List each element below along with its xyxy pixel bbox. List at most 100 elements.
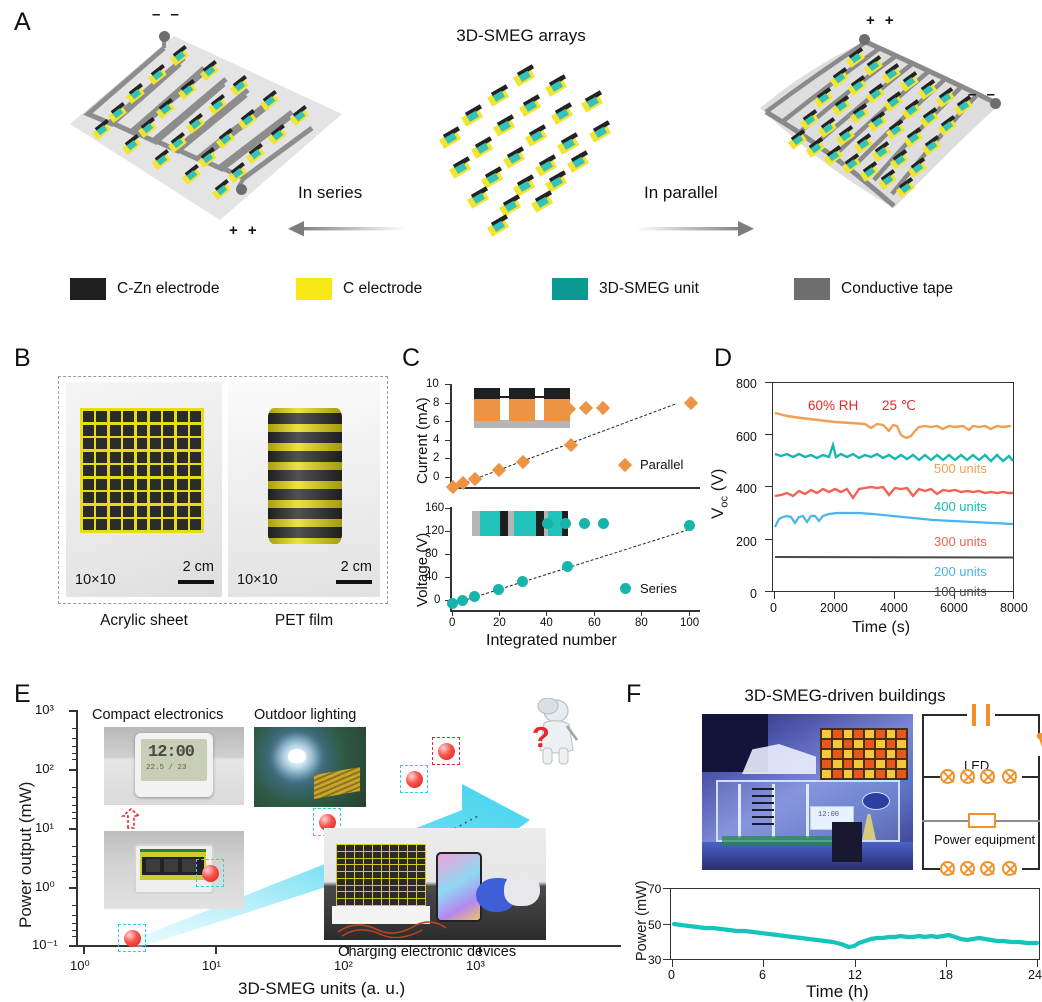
series-direction-label: In series — [298, 183, 363, 202]
current-ytick: 8 — [433, 397, 440, 409]
panel-d-xtick: 2000 — [820, 601, 848, 615]
data-point-2 — [202, 865, 219, 882]
panel-c-letter: C — [402, 344, 421, 372]
panel-d-xtick: 8000 — [1000, 601, 1028, 615]
led-bulb — [940, 769, 955, 784]
panel-e-ytick: 10³ — [35, 702, 54, 717]
circuit-diagram: LED Power equipment — [922, 704, 1042, 877]
legend-label: C-Zn electrode — [117, 280, 220, 297]
charging-devices-photo — [324, 828, 546, 940]
led-bulb — [960, 861, 975, 876]
panel-f-title: 3D-SMEG-driven buildings — [744, 686, 946, 705]
legend-item-tape: Conductive tape — [794, 278, 953, 300]
panel-d-xtick: 6000 — [940, 601, 968, 615]
voltage-xtick: 20 — [493, 617, 506, 629]
panel-e-ytick: 10⁻¹ — [32, 937, 58, 952]
voltage-y-axis — [450, 507, 452, 612]
selection-box-point-2 — [196, 859, 224, 887]
panel-e-x-axis — [76, 945, 621, 947]
series-positive-terminal — [236, 184, 247, 195]
voltage-point — [517, 576, 528, 587]
curve-label-200: 200 units — [934, 564, 987, 579]
conductive-tape-swatch — [794, 278, 830, 300]
parallel-arrow-icon — [636, 221, 754, 237]
panel-e: E 10³ 10² 10¹ 10⁰ 10⁻¹ 10⁰ 10¹ 10² 10³ 3… — [8, 676, 638, 1002]
legend-item-c: C electrode — [296, 278, 422, 300]
swap-arrow-icon — [120, 808, 142, 829]
voc-subscript: oc — [718, 496, 731, 508]
voltage-point — [542, 518, 553, 529]
panel-f-x-axis-label: Time (h) — [806, 982, 869, 1001]
selection-box-point-1 — [118, 924, 146, 952]
pet-scale-label: 2 cm — [340, 559, 372, 575]
panel-a: A 3D-SMEG arrays — [0, 0, 1042, 270]
panel-d-plot-frame — [772, 382, 1014, 592]
panel-f: F 3D-SMEG-driven buildings 12:00 — [626, 676, 1042, 1002]
voltage-xtick: 40 — [540, 617, 553, 629]
circuit-board-photo — [104, 831, 244, 909]
digital-clock-photo: 12:00 22.5 / 23 — [104, 727, 244, 805]
circuit-right-wire — [1038, 714, 1040, 870]
panel-e-xtick: 10¹ — [202, 958, 221, 973]
voltage-ytick: 80 — [425, 548, 438, 560]
parallel-array-illustration — [718, 30, 1018, 225]
panel-d-letter: D — [714, 344, 733, 372]
selection-box-point-4 — [400, 765, 428, 793]
voltage-point — [447, 598, 458, 609]
pet-array-size: 10×10 — [237, 572, 278, 588]
parallel-bottom-polarity: – – — [968, 86, 998, 103]
current-point — [467, 471, 483, 487]
led-bulb — [1002, 861, 1017, 876]
panel-d-xtick: 0 — [770, 601, 777, 615]
led-bulb — [980, 861, 995, 876]
parallel-top-polarity: + + — [866, 12, 897, 29]
series-schematic-inset — [472, 511, 568, 536]
series-arrow-icon — [288, 221, 406, 237]
panel-f-ytick: 50 — [648, 918, 662, 932]
humidity-annotation: 60% RH — [808, 398, 859, 413]
acrylic-unit-grid — [80, 408, 204, 533]
acrylic-scale-label: 2 cm — [182, 559, 214, 575]
series-legend-marker — [620, 583, 631, 594]
pet-scale-bar — [336, 580, 372, 584]
current-ytick: 6 — [433, 415, 440, 427]
series-negative-terminal — [159, 31, 170, 42]
panel-e-letter: E — [14, 680, 31, 708]
panel-c-x-axis-label: Integrated number — [486, 632, 617, 649]
led-bulb — [980, 769, 995, 784]
series-top-polarity: – – — [152, 6, 182, 23]
panel-d-y-axis-label: Voc (V) — [708, 469, 730, 519]
panel-e-ytick: 10¹ — [35, 820, 54, 835]
legend-item-czn: C-Zn electrode — [70, 278, 220, 300]
voltage-ytick: 40 — [425, 571, 438, 583]
outdoor-lighting-photo — [254, 727, 366, 807]
voc-symbol: V — [708, 507, 727, 519]
power-equipment-label: Power equipment — [934, 832, 1036, 847]
center-array-illustration — [385, 64, 675, 263]
panel-c: C 0 2 4 6 8 10 — [398, 344, 710, 654]
panel-f-power-trace — [671, 921, 1040, 950]
outdoor-lighting-title: Outdoor lighting — [254, 707, 357, 723]
panel-f-xtick: 18 — [939, 968, 953, 982]
series-bottom-polarity: + + — [229, 222, 260, 239]
voltage-y-axis-label: Voltage (V) — [414, 532, 431, 607]
legend-label: Conductive tape — [841, 280, 954, 297]
panel-e-y-axis-label: Power output (mW) — [16, 781, 35, 928]
parallel-legend-label: Parallel — [640, 457, 684, 472]
panel-e-xtick: 10⁰ — [70, 958, 90, 973]
charging-devices-title: Charging electronic devices — [338, 944, 517, 960]
panel-e-xtick: 10² — [334, 958, 353, 973]
voltage-ytick: 160 — [425, 502, 445, 514]
current-point — [683, 395, 699, 411]
led-bulb — [960, 769, 975, 784]
current-point — [578, 400, 594, 416]
capacitor-plate-right — [986, 704, 990, 726]
temperature-annotation: 25 ℃ — [882, 398, 916, 413]
clock-time-display: 12:00 — [148, 743, 195, 762]
pet-cylinder-array — [268, 408, 342, 544]
voltage-point — [469, 591, 480, 602]
selection-box-point-5 — [432, 737, 460, 765]
data-point-1 — [124, 930, 141, 947]
voltage-ytick: 0 — [434, 594, 441, 606]
panel-a-title: 3D-SMEG arrays — [456, 26, 586, 45]
